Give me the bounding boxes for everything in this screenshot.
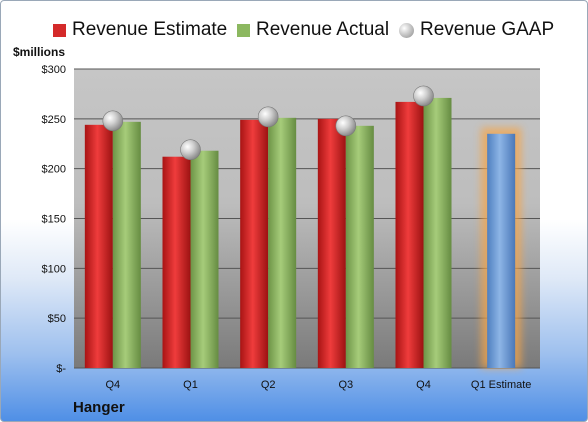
legend-label: Revenue Estimate — [72, 19, 228, 40]
gridlines — [74, 68, 540, 369]
company-label: Hanger — [73, 399, 125, 416]
x-tick-label: Q4 — [416, 379, 431, 391]
bar-revenue-estimate — [317, 118, 346, 368]
bar-revenue-actual — [345, 125, 374, 368]
bar-revenue-estimate — [240, 119, 269, 368]
bar-revenue-estimate — [395, 101, 424, 368]
legend-label: Revenue GAAP — [420, 19, 555, 40]
marker-revenue-gaap — [257, 106, 279, 128]
bar-revenue-estimate — [162, 156, 191, 368]
y-tick-label: $250 — [42, 114, 66, 126]
x-axis-ticks: Q4 Q1 Q2 Q3 Q4 Q1 Estimate — [105, 379, 531, 391]
marker-revenue-gaap — [413, 85, 434, 107]
legend-dot-gray — [399, 22, 414, 38]
bar-revenue-estimate — [84, 124, 113, 369]
legend: Revenue Estimate Revenue Actual Revenue … — [1, 1, 587, 53]
y-axis-unit-label: $millions — [13, 45, 66, 59]
x-tick-label: Q2 — [261, 379, 276, 391]
y-tick-label: $150 — [42, 214, 66, 226]
bars — [84, 97, 522, 369]
x-tick-label: Q4 — [105, 379, 120, 391]
y-tick-label: $100 — [42, 263, 66, 275]
legend-item-revenue-gaap: Revenue GAAP — [399, 19, 554, 41]
x-tick-label: Q1 Estimate — [471, 379, 532, 391]
x-tick-label: Q3 — [338, 379, 353, 391]
bar-revenue-actual — [268, 117, 297, 368]
y-tick-label: $- — [56, 363, 66, 375]
marker-revenue-gaap — [180, 139, 201, 161]
y-tick-label: $50 — [48, 313, 66, 325]
legend-swatch-green — [237, 23, 250, 37]
gaap-markers — [102, 85, 434, 161]
legend-swatch-red — [53, 23, 66, 37]
y-axis-ticks: $- $50 $100 $150 $200 $250 $300 — [42, 64, 67, 375]
x-tick-label: Q1 — [183, 379, 198, 391]
bar-revenue-actual — [423, 97, 452, 369]
legend-label: Revenue Actual — [256, 19, 390, 40]
bar-q1-estimate — [487, 133, 516, 368]
legend-item-revenue-actual: Revenue Actual — [237, 19, 389, 41]
marker-revenue-gaap — [335, 115, 357, 137]
y-tick-label: $200 — [42, 164, 66, 176]
bar-revenue-actual — [190, 150, 219, 368]
legend-item-revenue-estimate: Revenue Estimate — [53, 19, 227, 41]
bar-revenue-actual — [112, 121, 141, 368]
marker-revenue-gaap — [102, 110, 124, 132]
y-tick-label: $300 — [42, 64, 66, 76]
